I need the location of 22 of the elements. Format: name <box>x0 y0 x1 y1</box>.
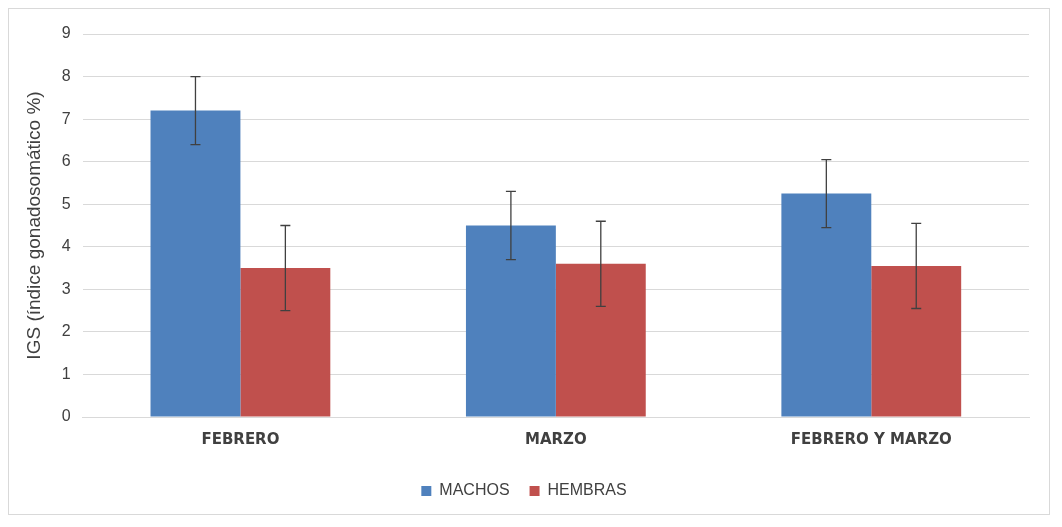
y-tick-label: 7 <box>61 109 71 127</box>
bar <box>871 265 962 417</box>
x-tick-label: FEBRERO <box>201 429 280 448</box>
bar <box>781 193 872 417</box>
x-tick-label: FEBRERO Y MARZO <box>790 429 952 448</box>
bar <box>555 263 646 417</box>
y-tick-label: 6 <box>61 152 71 170</box>
x-tick-label: MARZO <box>524 429 587 448</box>
y-tick-label: 8 <box>61 66 71 84</box>
bar <box>240 268 331 417</box>
y-tick-label: 1 <box>61 364 71 382</box>
legend-label: MACHOS <box>439 481 510 499</box>
y-tick-label: 0 <box>61 407 71 425</box>
bar <box>150 110 241 417</box>
y-tick-label: 2 <box>61 322 71 340</box>
y-tick-label: 5 <box>61 194 71 212</box>
bar <box>465 225 556 417</box>
y-tick-label: 3 <box>61 279 71 297</box>
y-axis-title: IGS (índice gonadosomático %) <box>22 91 44 360</box>
y-tick-label: 9 <box>61 24 71 42</box>
legend-label: HEMBRAS <box>547 481 627 499</box>
y-tick-label: 4 <box>61 237 71 255</box>
